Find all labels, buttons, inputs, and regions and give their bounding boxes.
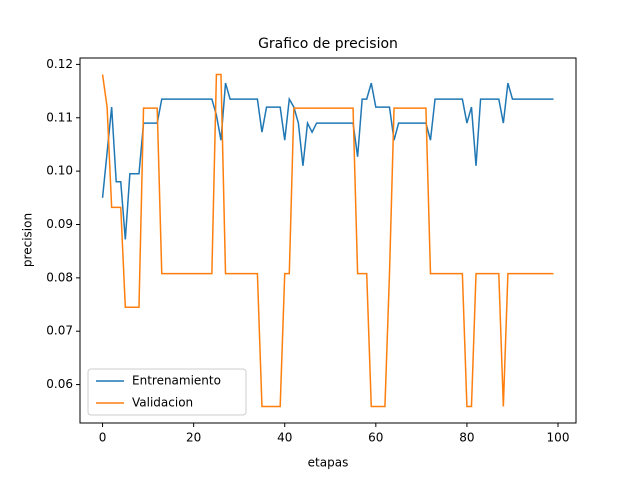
line-series bbox=[101, 82, 554, 240]
y-tick-label: 0.12 bbox=[46, 57, 73, 71]
y-tick-label: 0.10 bbox=[46, 164, 73, 178]
chart-title: Grafico de precision bbox=[258, 36, 398, 52]
x-axis-label: etapas bbox=[308, 456, 349, 470]
y-axis-label: precision bbox=[21, 213, 35, 267]
x-tick-label: 80 bbox=[459, 431, 474, 445]
x-tick-label: 60 bbox=[368, 431, 383, 445]
y-tick-label: 0.06 bbox=[46, 377, 73, 391]
x-tick-label: 40 bbox=[277, 431, 292, 445]
y-tick-label: 0.07 bbox=[46, 324, 73, 338]
y-tick-label: 0.09 bbox=[46, 217, 73, 231]
plot-frame bbox=[79, 57, 577, 424]
x-tick-label: 20 bbox=[186, 431, 201, 445]
legend-label: Entrenamiento bbox=[132, 374, 221, 388]
legend-label: Validacion bbox=[132, 396, 193, 410]
x-tick-label: 0 bbox=[99, 431, 107, 445]
x-tick-label: 100 bbox=[547, 431, 570, 445]
y-tick-label: 0.11 bbox=[46, 110, 73, 124]
line-series bbox=[101, 73, 554, 408]
y-tick-label: 0.08 bbox=[46, 270, 73, 284]
legend-box bbox=[87, 368, 247, 416]
